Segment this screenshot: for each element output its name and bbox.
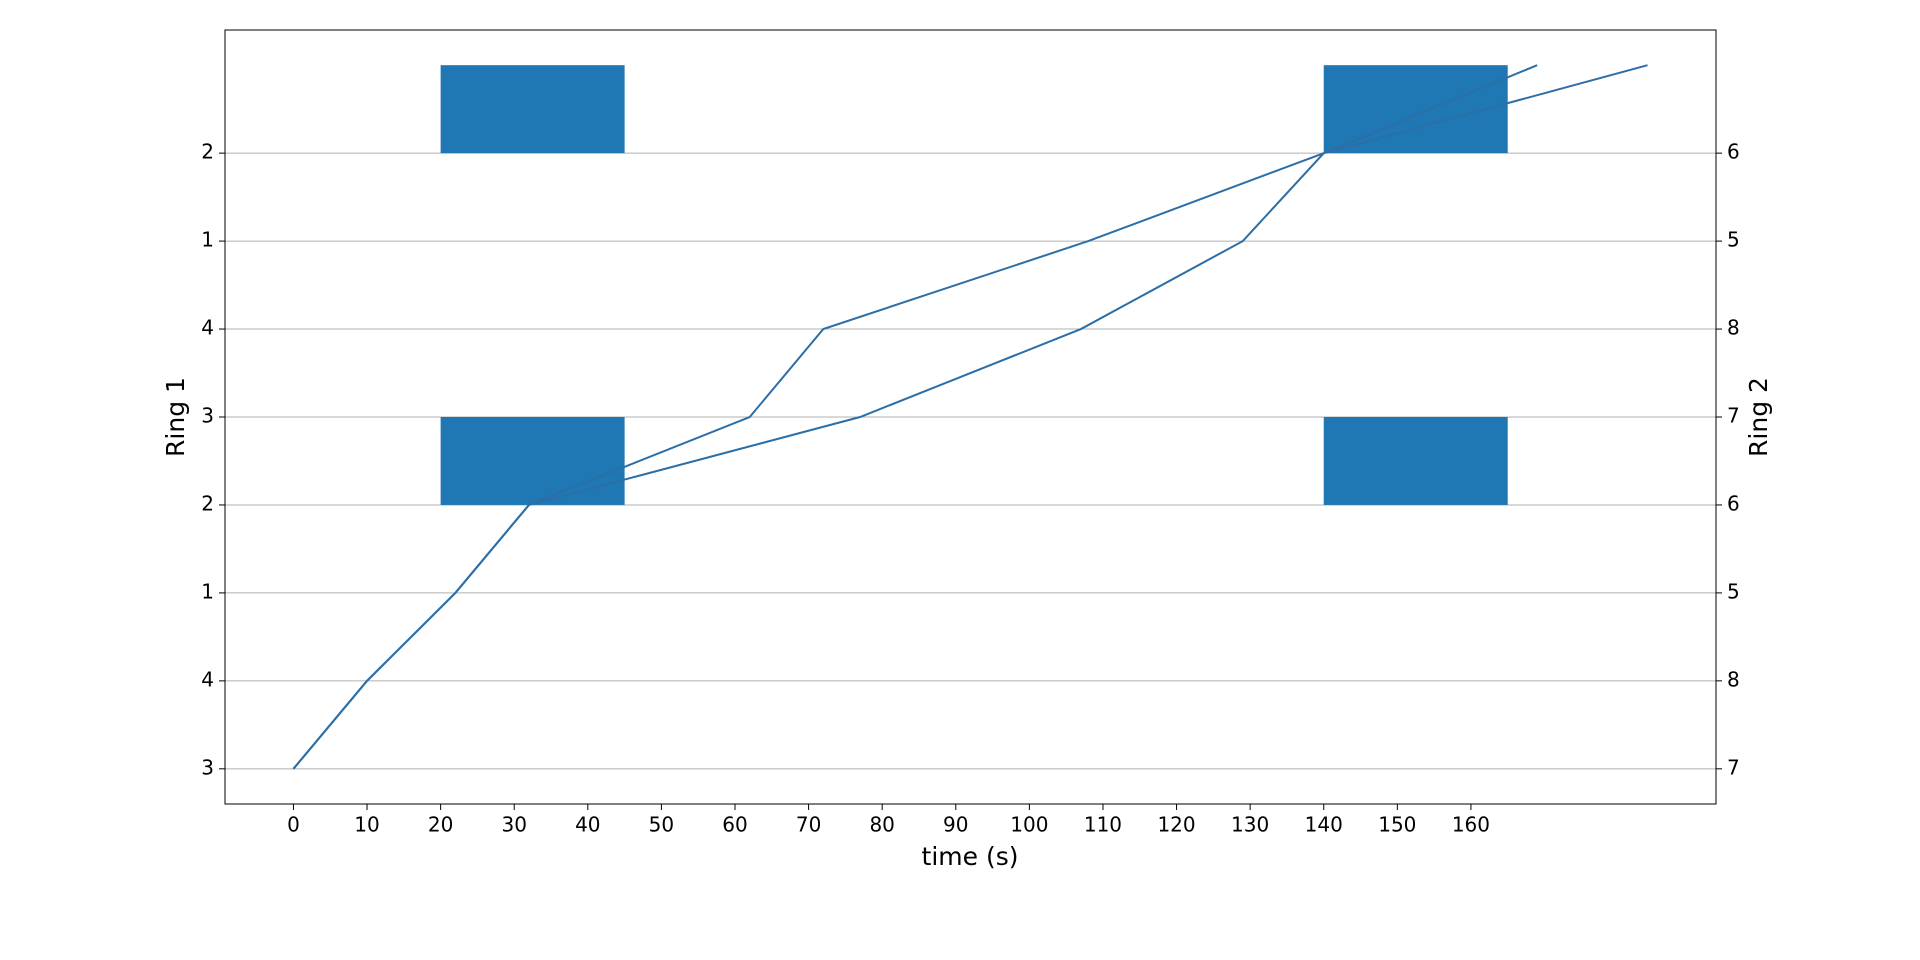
x-tick-label: 120	[1157, 813, 1195, 837]
phase-bar	[440, 417, 625, 505]
x-tick-label: 100	[1010, 813, 1048, 837]
y2-tick-label: 5	[1727, 228, 1740, 252]
y2-tick-label: 8	[1727, 667, 1740, 691]
x-tick-label: 130	[1231, 813, 1269, 837]
plot-frame	[224, 29, 1717, 805]
x-tick-label: 80	[869, 813, 894, 837]
y2-axis-label: Ring 2	[1744, 377, 1773, 457]
y2-tick-label: 8	[1727, 316, 1740, 340]
x-tick-label: 70	[796, 813, 821, 837]
x-tick-label: 150	[1378, 813, 1416, 837]
x-tick-label: 30	[501, 813, 526, 837]
y2-tick-label: 5	[1727, 579, 1740, 603]
y-tick-label: 3	[201, 755, 214, 779]
x-tick-label: 90	[943, 813, 968, 837]
x-tick-label: 0	[287, 813, 300, 837]
phase-bar	[440, 65, 625, 154]
phase-bar	[1323, 417, 1508, 505]
x-tick-label: 110	[1084, 813, 1122, 837]
x-tick-label: 60	[722, 813, 747, 837]
x-tick-label: 140	[1305, 813, 1343, 837]
y2-tick-label: 6	[1727, 140, 1740, 164]
y-tick-label: 4	[201, 316, 214, 340]
series-line	[292, 64, 1648, 770]
y-tick-label: 3	[201, 404, 214, 428]
x-axis-label: time (s)	[922, 842, 1019, 871]
y2-tick-label: 7	[1727, 404, 1740, 428]
y-tick-label: 4	[201, 667, 214, 691]
y2-tick-label: 7	[1727, 755, 1740, 779]
y-tick-label: 2	[201, 491, 214, 515]
x-tick-label: 10	[354, 813, 379, 837]
x-tick-label: 50	[649, 813, 674, 837]
x-tick-label: 40	[575, 813, 600, 837]
y-axis-label: Ring 1	[161, 377, 190, 457]
phase-bar	[1323, 65, 1508, 154]
y-tick-label: 1	[201, 228, 214, 252]
y2-tick-label: 6	[1727, 491, 1740, 515]
y-tick-label: 2	[201, 140, 214, 164]
x-tick-label: 20	[428, 813, 453, 837]
x-tick-label: 160	[1452, 813, 1490, 837]
y-tick-label: 1	[201, 579, 214, 603]
